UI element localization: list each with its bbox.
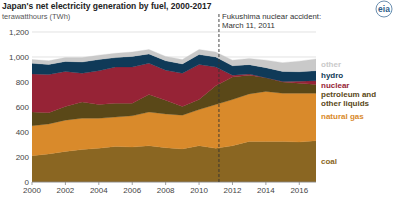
x-tick [132, 182, 133, 185]
x-tick-label: 2004 [90, 186, 108, 195]
x-axis-line [32, 182, 316, 183]
series-label: nuclear [321, 81, 349, 90]
x-tick [232, 182, 233, 185]
y-tick-label: 400 [16, 128, 30, 137]
grid-line [32, 182, 316, 183]
x-tick [265, 182, 266, 185]
annotation-text: March 11, 2011 [222, 21, 275, 30]
series-label: other [321, 60, 341, 69]
x-tick [65, 182, 66, 185]
areas [32, 50, 316, 183]
x-tick-label: 2008 [157, 186, 175, 195]
grid-line [32, 32, 316, 33]
y-axis: 02004006008001,0001,200 [9, 28, 316, 187]
x-tick [299, 182, 300, 185]
series-label-line: other liquids [321, 99, 370, 108]
x-axis: 2000 2002 2004 2006 2008 2010 2012 2014 2016 [23, 182, 309, 195]
subtitle: terawatthours (TWh) [2, 12, 71, 21]
y-tick-label: 600 [16, 103, 30, 112]
series-label-line: coal [321, 157, 337, 166]
x-tick [32, 182, 33, 185]
chart: Japan's net electricity generation by fu… [0, 0, 400, 197]
series-label-line: hydro [321, 71, 343, 80]
logo: eia [376, 1, 392, 17]
x-tick [199, 182, 200, 185]
series-label-line: other [321, 60, 341, 69]
series-label: natural gas [321, 112, 364, 121]
series-label: hydro [321, 71, 343, 80]
x-tick-label: 2012 [224, 186, 242, 195]
area [32, 50, 316, 72]
y-tick-label: 1,200 [9, 28, 30, 37]
x-tick-label: 2016 [290, 186, 308, 195]
series-label: coal [321, 157, 337, 166]
series-label-line: natural gas [321, 112, 364, 121]
y-tick-label: 800 [16, 78, 30, 87]
logo-ring [376, 1, 392, 17]
logo-text: eia [378, 4, 390, 14]
series-label: petroleum andother liquids [321, 90, 376, 108]
series-label-line: nuclear [321, 81, 349, 90]
annotation-text: Fukushima nuclear accident: [222, 12, 321, 21]
x-tick [98, 182, 99, 185]
grid-line [32, 57, 316, 58]
annotation-line [218, 12, 219, 182]
x-tick-label: 2006 [123, 186, 141, 195]
x-tick-label: 2000 [23, 186, 41, 195]
title: Japan's net electricity generation by fu… [2, 1, 212, 11]
x-tick [165, 182, 166, 185]
x-tick-label: 2010 [190, 186, 208, 195]
y-tick-label: 1,000 [9, 53, 30, 62]
y-tick-label: 200 [16, 153, 30, 162]
x-tick-label: 2002 [57, 186, 75, 195]
x-tick-label: 2014 [257, 186, 275, 195]
